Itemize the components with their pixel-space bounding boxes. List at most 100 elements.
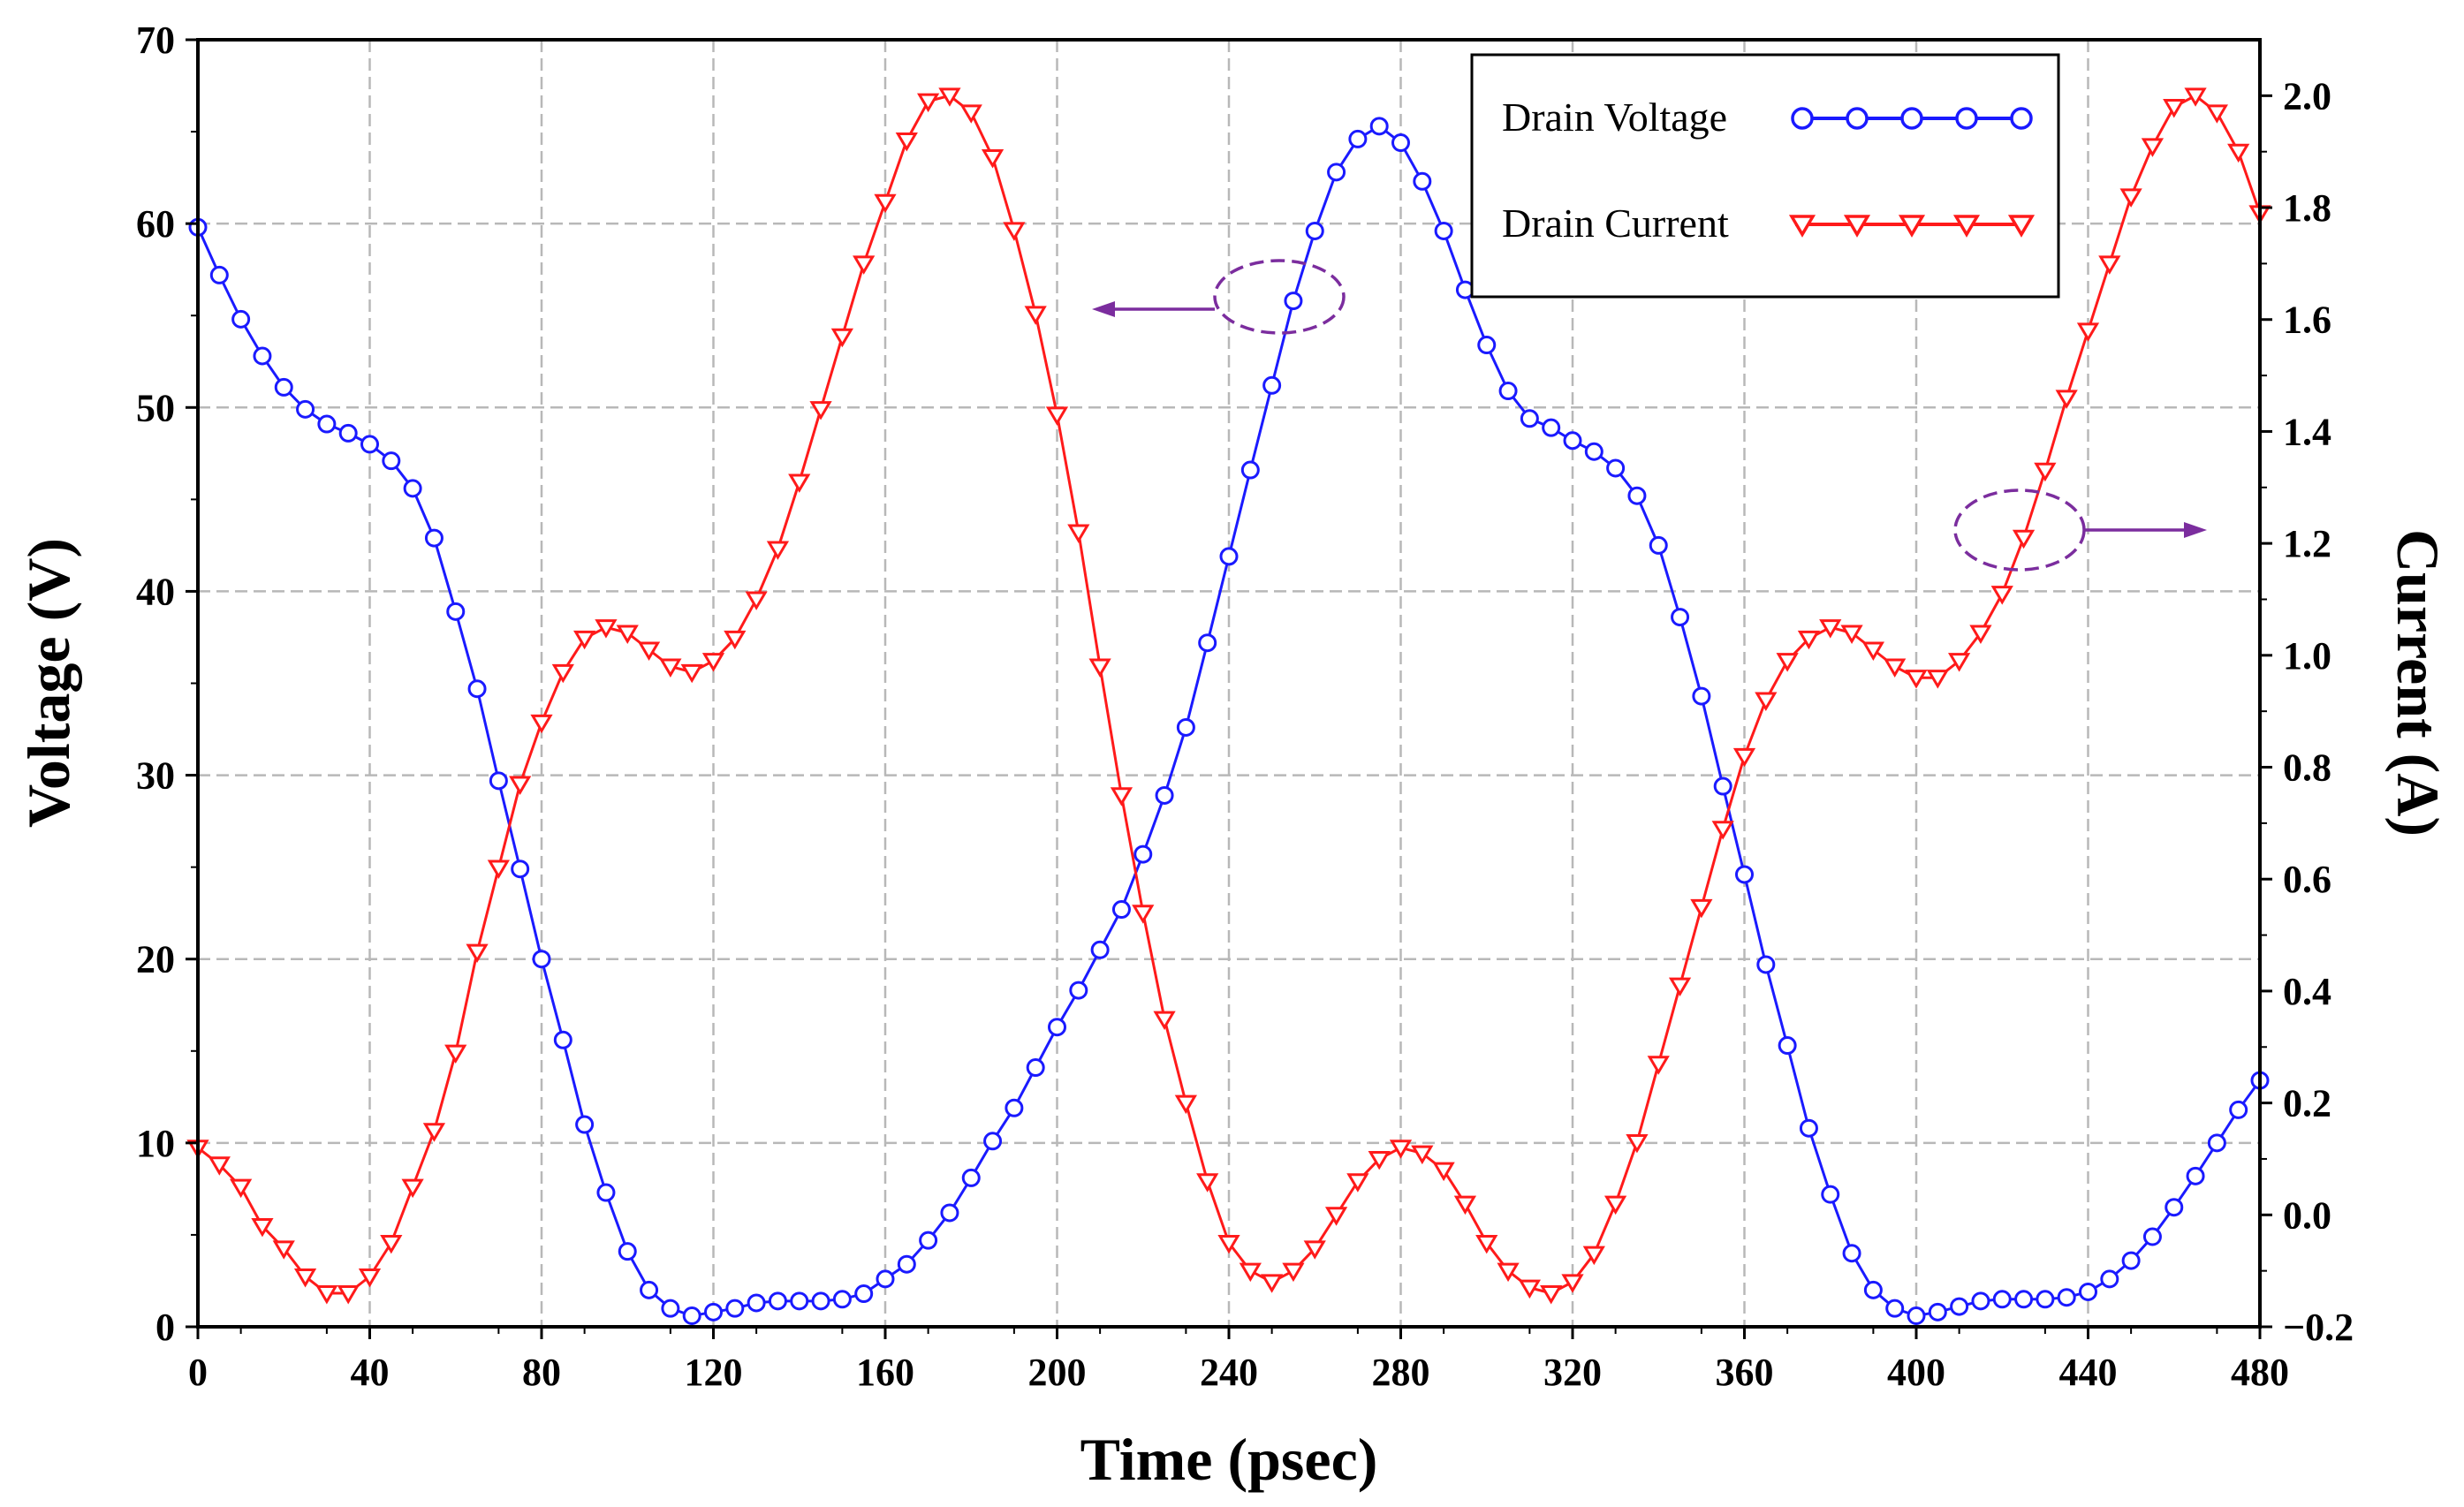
legend-marker <box>1846 107 1869 130</box>
data-point <box>1391 133 1410 153</box>
data-point <box>724 630 747 650</box>
data-point <box>959 104 982 124</box>
legend-marker <box>1898 215 1926 238</box>
data-point <box>253 346 272 366</box>
data-point <box>1411 1145 1434 1165</box>
data-point <box>1003 222 1026 241</box>
data-point <box>1324 1207 1348 1226</box>
y2-axis-title: Current (A) <box>2384 529 2452 837</box>
data-point <box>1690 898 1713 919</box>
y2-tick-label: 0.6 <box>2283 858 2331 901</box>
data-point <box>511 860 530 879</box>
data-point <box>2100 1269 2119 1289</box>
data-point <box>1368 1150 1391 1170</box>
data-point <box>1305 221 1324 240</box>
data-point <box>1863 1280 1883 1299</box>
data-point <box>1348 129 1368 148</box>
data-point <box>1711 821 1734 840</box>
y2-tick-label: 1.4 <box>2283 410 2331 453</box>
data-point <box>1563 431 1582 451</box>
data-point <box>640 1280 659 1299</box>
y-tick-label: 40 <box>136 570 175 613</box>
data-point <box>1067 524 1090 543</box>
data-point <box>1540 1284 1563 1305</box>
data-point <box>1217 1234 1240 1254</box>
annotation-arrow-right-head <box>2184 522 2207 538</box>
data-point <box>788 473 811 493</box>
data-point <box>337 1284 360 1305</box>
y-tick-label: 30 <box>136 754 175 798</box>
y2-tick-label: 0.0 <box>2283 1193 2331 1237</box>
data-point <box>876 1269 895 1289</box>
legend-marker <box>1791 107 1814 130</box>
data-point <box>981 149 1005 169</box>
data-point <box>832 1290 852 1309</box>
y-tick-label: 70 <box>136 19 175 62</box>
data-point <box>1520 409 1539 428</box>
x-tick-label: 480 <box>2231 1351 2289 1394</box>
data-point <box>2186 1166 2205 1185</box>
data-point <box>1928 1302 1947 1321</box>
x-tick-label: 440 <box>2059 1351 2118 1394</box>
y2-tick-label: 1.0 <box>2283 634 2331 678</box>
legend-swatches <box>1788 107 2036 238</box>
data-point <box>768 1291 787 1311</box>
data-point <box>1346 1173 1369 1193</box>
data-point <box>1776 653 1799 672</box>
x-tick-label: 280 <box>1372 1351 1430 1394</box>
data-point <box>1518 1279 1541 1299</box>
data-point <box>1971 1291 1990 1311</box>
data-point <box>1561 1274 1584 1293</box>
data-point <box>1498 382 1518 401</box>
data-point <box>509 776 532 795</box>
data-point <box>1542 418 1561 437</box>
plot-series <box>186 87 2271 1326</box>
data-point <box>680 663 703 684</box>
legend-marker <box>1788 215 1816 238</box>
legend-marker <box>2007 215 2036 238</box>
data-point <box>2184 87 2207 107</box>
x-tick-label: 0 <box>188 1351 208 1394</box>
data-point <box>1024 306 1047 325</box>
data-point <box>2079 1282 2097 1301</box>
data-point <box>1110 787 1133 807</box>
data-point <box>424 528 444 548</box>
data-point <box>1413 171 1432 191</box>
data-point <box>230 1178 253 1199</box>
data-point <box>1475 1234 1498 1254</box>
data-point <box>701 653 725 672</box>
data-point <box>1948 653 1971 672</box>
series-drain-voltage <box>188 117 2270 1326</box>
y2-tick-label: 1.6 <box>2283 299 2331 342</box>
data-point <box>1133 844 1153 864</box>
y-tick-label: 60 <box>136 202 175 246</box>
y-tick-label: 0 <box>155 1306 175 1349</box>
y-tick-label: 20 <box>136 938 175 981</box>
data-point <box>293 1268 317 1288</box>
x-tick-label: 120 <box>685 1351 743 1394</box>
data-point <box>317 414 337 434</box>
data-point <box>575 1115 595 1134</box>
data-point <box>1950 1297 1969 1316</box>
data-point <box>1132 905 1155 924</box>
data-point <box>682 1306 701 1326</box>
data-point <box>573 630 596 650</box>
data-point <box>2142 1227 2162 1246</box>
data-point <box>1969 625 1992 644</box>
annotation-current-axis-pointer <box>1953 488 2207 572</box>
data-point <box>830 328 853 348</box>
data-point <box>661 1299 680 1318</box>
data-point <box>1778 1036 1797 1056</box>
data-point <box>961 1168 981 1187</box>
y2-tick-label: −0.2 <box>2283 1306 2354 1349</box>
data-point <box>1045 406 1069 426</box>
data-point <box>1176 717 1195 737</box>
data-point <box>1990 586 2013 605</box>
data-point <box>1926 670 1949 689</box>
y2-tick-label: 0.2 <box>2283 1082 2331 1125</box>
data-point <box>1885 1299 1905 1318</box>
data-point <box>1327 163 1346 182</box>
data-point <box>745 591 768 610</box>
x-tick-label: 360 <box>1716 1351 1774 1394</box>
